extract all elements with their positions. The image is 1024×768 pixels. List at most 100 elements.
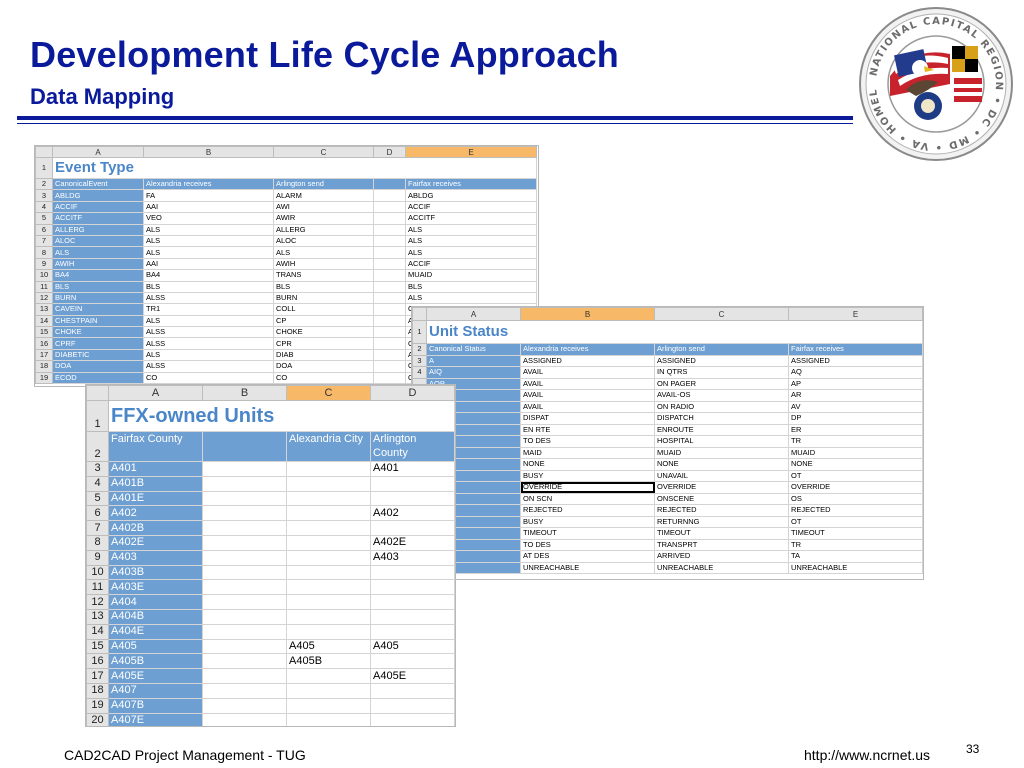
table-cell[interactable] [286, 668, 371, 684]
table-cell[interactable] [373, 371, 406, 385]
table-cell[interactable] [202, 623, 287, 640]
table-cell[interactable] [286, 490, 371, 507]
table-cell[interactable]: ABLDG [405, 189, 537, 202]
row-number[interactable]: 16 [86, 653, 109, 670]
header-cell[interactable]: Arlington send [654, 343, 789, 356]
table-cell[interactable]: FA [143, 189, 274, 202]
table-cell[interactable]: ALOC [52, 234, 144, 248]
row-number[interactable]: 19 [86, 697, 109, 714]
table-cell[interactable]: NONE [654, 458, 789, 471]
header-cell[interactable]: Arlington County [370, 431, 455, 462]
table-cell[interactable] [370, 475, 455, 492]
table-cell[interactable]: TRANS [273, 269, 374, 282]
table-cell[interactable] [202, 653, 287, 670]
sheet-title[interactable]: Unit Status [426, 320, 923, 344]
table-cell[interactable]: MAID [520, 446, 655, 459]
table-cell[interactable]: ASSIGNED [788, 354, 923, 367]
table-cell[interactable] [286, 608, 371, 625]
table-cell[interactable]: CO [143, 371, 274, 385]
row-number[interactable]: 9 [86, 549, 109, 566]
table-cell[interactable]: TR [788, 538, 923, 551]
table-cell[interactable]: MUAID [788, 446, 923, 459]
column-header[interactable]: A [52, 146, 144, 158]
table-cell[interactable]: BURN [52, 291, 144, 305]
table-cell[interactable]: A404E [108, 623, 203, 640]
row-number[interactable]: 8 [35, 246, 53, 259]
table-cell[interactable] [370, 653, 455, 670]
row-number[interactable]: 18 [86, 682, 109, 699]
sheet-title[interactable]: FFX-owned Units [108, 400, 455, 432]
table-cell[interactable]: BUSY [520, 469, 655, 482]
table-cell[interactable]: BLS [52, 280, 144, 293]
table-cell[interactable]: A402E [370, 534, 455, 551]
table-cell[interactable]: A405B [108, 653, 203, 670]
table-cell[interactable]: A402B [108, 520, 203, 536]
table-cell[interactable]: A404B [108, 608, 203, 625]
table-cell[interactable]: AAI [143, 257, 274, 271]
table-cell[interactable]: ALS [405, 234, 537, 248]
header-cell[interactable]: Arlington send [273, 177, 374, 191]
table-cell[interactable] [286, 475, 371, 492]
header-cell[interactable]: Fairfax receives [405, 177, 537, 191]
table-cell[interactable]: ACCIF [52, 200, 144, 214]
table-cell[interactable] [373, 303, 406, 316]
row-number[interactable]: 6 [86, 505, 109, 522]
table-cell[interactable]: ALS [405, 291, 537, 305]
row-number[interactable]: 5 [35, 212, 53, 225]
table-cell[interactable]: DISPATCH [654, 412, 789, 425]
table-cell[interactable]: BA4 [143, 269, 274, 282]
row-number[interactable]: 14 [86, 623, 109, 640]
table-cell[interactable]: DOA [52, 360, 144, 373]
sheet-title[interactable]: Event Type [52, 157, 537, 179]
table-cell[interactable] [286, 579, 371, 596]
table-cell[interactable]: RETURNNG [654, 515, 789, 528]
table-cell[interactable] [370, 608, 455, 625]
table-cell[interactable] [286, 505, 371, 522]
table-cell[interactable] [373, 314, 406, 328]
table-cell[interactable]: DOA [273, 360, 374, 373]
table-cell[interactable]: A401 [108, 461, 203, 477]
row-number[interactable]: 5 [86, 490, 109, 507]
table-cell[interactable]: TIMEOUT [520, 527, 655, 540]
table-cell[interactable]: A402 [108, 505, 203, 522]
column-header-selected[interactable]: C [286, 385, 371, 401]
table-cell[interactable]: CPRF [52, 337, 144, 350]
table-cell[interactable] [286, 461, 371, 477]
table-cell[interactable]: A405 [286, 638, 371, 655]
header-cell[interactable]: CanonicalEvent [52, 177, 144, 191]
table-cell[interactable]: TR1 [143, 303, 274, 316]
table-cell[interactable] [286, 697, 371, 714]
row-number[interactable]: 11 [86, 579, 109, 596]
table-cell[interactable]: TIMEOUT [654, 527, 789, 540]
row-number[interactable]: 1 [412, 320, 427, 344]
table-cell[interactable]: OVERRIDE [654, 481, 789, 494]
table-cell[interactable]: ALARM [273, 189, 374, 202]
row-number[interactable]: 1 [35, 157, 53, 179]
active-cell[interactable]: OVERRIDE [520, 481, 655, 494]
row-number[interactable]: 7 [86, 520, 109, 536]
header-cell[interactable]: Alexandria City [286, 431, 371, 462]
table-cell[interactable] [286, 682, 371, 699]
table-cell[interactable]: ACCIF [405, 200, 537, 214]
table-cell[interactable] [373, 200, 406, 214]
table-cell[interactable]: ALSS [143, 326, 274, 339]
table-cell[interactable]: CAVEIN [52, 303, 144, 316]
table-cell[interactable]: DIABETIC [52, 348, 144, 362]
table-cell[interactable]: TIMEOUT [788, 527, 923, 540]
table-cell[interactable]: ALSS [143, 291, 274, 305]
column-header[interactable]: E [788, 307, 923, 321]
header-cell[interactable]: Alexandria receives [520, 343, 655, 356]
table-cell[interactable]: NONE [788, 458, 923, 471]
table-cell[interactable] [373, 246, 406, 259]
table-cell[interactable]: ARRIVED [654, 550, 789, 563]
column-header[interactable]: C [654, 307, 789, 321]
table-cell[interactable]: UNREACHABLE [520, 561, 655, 574]
table-cell[interactable]: TR [788, 435, 923, 448]
table-cell[interactable]: UNAVAIL [654, 469, 789, 482]
table-cell[interactable] [370, 490, 455, 507]
table-cell[interactable]: ALS [143, 234, 274, 248]
table-cell[interactable]: A407B [108, 697, 203, 714]
table-cell[interactable]: ALS [273, 246, 374, 259]
table-cell[interactable]: A403E [108, 579, 203, 596]
table-cell[interactable]: REJECTED [788, 504, 923, 517]
